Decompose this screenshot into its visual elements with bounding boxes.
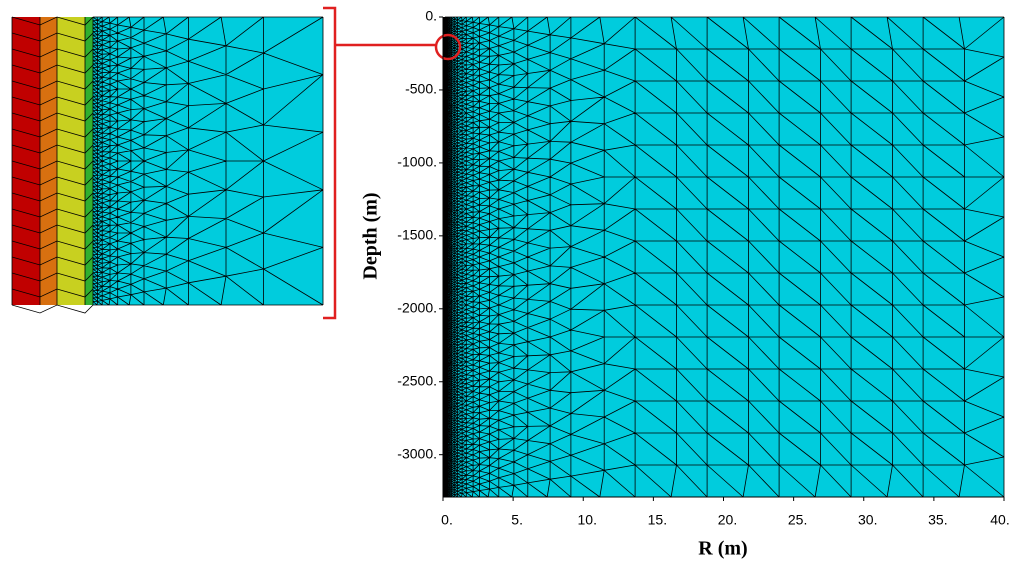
y-tick-label: -500. bbox=[405, 81, 437, 97]
strip bbox=[85, 17, 93, 305]
y-tick-label: -1000. bbox=[397, 154, 437, 170]
x-tick-label: 30. bbox=[858, 512, 877, 528]
x-tick-label: 35. bbox=[928, 512, 947, 528]
strip-mesh bbox=[11, 192, 94, 202]
strip-mesh bbox=[11, 176, 94, 186]
x-tick-label: 40. bbox=[990, 512, 1009, 528]
x-axis-title: R (m) bbox=[698, 538, 747, 560]
x-tick-label: 25. bbox=[788, 512, 807, 528]
strip-mesh bbox=[11, 304, 94, 314]
plot bbox=[443, 16, 1005, 498]
strip-mesh bbox=[11, 64, 94, 74]
strip bbox=[40, 17, 57, 305]
strip-mesh bbox=[11, 16, 94, 26]
strip-mesh bbox=[11, 80, 94, 90]
strip-mesh bbox=[11, 32, 94, 42]
y-axis-title: Depth (m) bbox=[360, 192, 382, 279]
y-tick-label: -1500. bbox=[397, 227, 437, 243]
well bbox=[443, 17, 446, 497]
y-tick-label: -2500. bbox=[397, 372, 437, 388]
strip-mesh bbox=[11, 224, 94, 234]
strip-mesh bbox=[11, 160, 94, 170]
strip-mesh bbox=[11, 144, 94, 154]
strip-mesh bbox=[11, 112, 94, 122]
strip-mesh bbox=[11, 256, 94, 266]
x-tick-label: 10. bbox=[578, 512, 597, 528]
strip-mesh bbox=[11, 208, 94, 218]
x-tick-label: 20. bbox=[718, 512, 737, 528]
y-tick-label: -3000. bbox=[397, 445, 437, 461]
strip-mesh bbox=[11, 48, 94, 58]
x-tick-label: 5. bbox=[511, 512, 523, 528]
strip-mesh bbox=[11, 288, 94, 298]
strip-mesh bbox=[11, 272, 94, 282]
strip bbox=[12, 17, 40, 305]
inset bbox=[11, 16, 324, 314]
zoom-circle bbox=[434, 33, 462, 61]
strip bbox=[57, 17, 85, 305]
y-tick-label: -2000. bbox=[397, 299, 437, 315]
x-tick-label: 15. bbox=[648, 512, 667, 528]
strip-mesh bbox=[11, 240, 94, 250]
y-tick-label: 0. bbox=[425, 8, 437, 24]
strip-mesh bbox=[11, 128, 94, 138]
zoom-bracket bbox=[323, 6, 435, 320]
strip-mesh bbox=[11, 96, 94, 106]
x-tick-label: 0. bbox=[441, 512, 453, 528]
domain bbox=[443, 17, 1004, 497]
